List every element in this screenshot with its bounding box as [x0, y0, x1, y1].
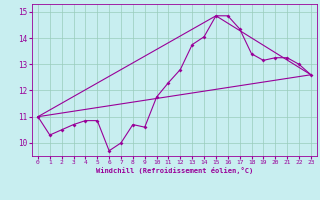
X-axis label: Windchill (Refroidissement éolien,°C): Windchill (Refroidissement éolien,°C) — [96, 167, 253, 174]
